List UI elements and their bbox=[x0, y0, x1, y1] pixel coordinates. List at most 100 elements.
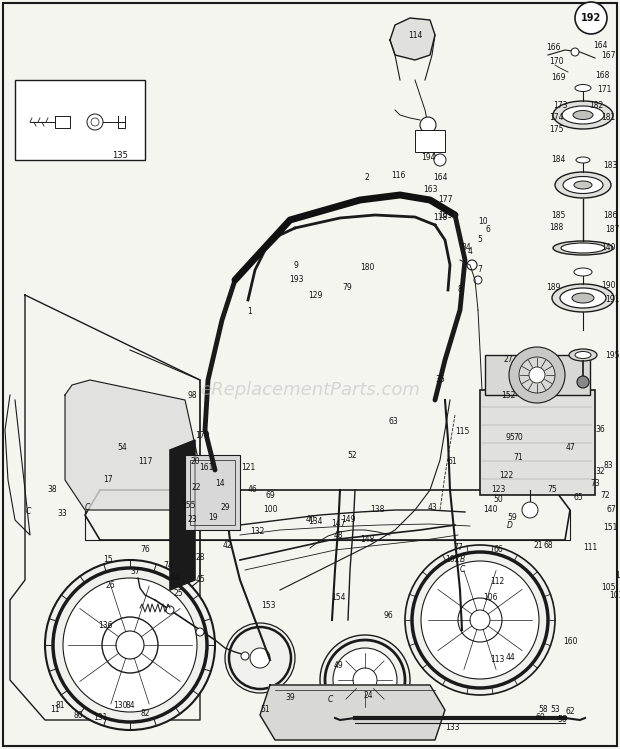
Text: 60: 60 bbox=[535, 714, 545, 723]
Text: 181: 181 bbox=[601, 114, 615, 123]
Text: 118: 118 bbox=[433, 213, 447, 222]
Text: 23: 23 bbox=[187, 515, 197, 524]
Ellipse shape bbox=[576, 157, 590, 163]
Text: 147: 147 bbox=[330, 518, 345, 527]
Circle shape bbox=[405, 545, 555, 695]
Text: 45: 45 bbox=[195, 575, 205, 584]
Text: 9: 9 bbox=[293, 261, 298, 270]
Text: 51: 51 bbox=[260, 706, 270, 715]
Circle shape bbox=[470, 610, 490, 630]
Text: 130: 130 bbox=[113, 700, 127, 709]
Circle shape bbox=[420, 117, 436, 133]
Text: 136: 136 bbox=[98, 620, 112, 629]
Text: 163: 163 bbox=[423, 186, 437, 195]
Text: 38: 38 bbox=[47, 485, 57, 494]
Circle shape bbox=[166, 606, 174, 614]
Text: 54: 54 bbox=[117, 443, 127, 452]
Ellipse shape bbox=[573, 111, 593, 120]
Text: 56: 56 bbox=[557, 715, 567, 724]
Text: 72: 72 bbox=[600, 491, 610, 500]
Bar bbox=[15, 80, 145, 160]
Text: 174: 174 bbox=[549, 114, 563, 123]
Text: 19: 19 bbox=[208, 514, 218, 523]
Polygon shape bbox=[85, 490, 570, 540]
Circle shape bbox=[63, 578, 197, 712]
Ellipse shape bbox=[552, 284, 614, 312]
Bar bbox=[185, 455, 240, 530]
Text: 2: 2 bbox=[365, 174, 370, 183]
Text: 22: 22 bbox=[191, 482, 201, 491]
Text: 123: 123 bbox=[491, 485, 505, 494]
Text: 186: 186 bbox=[603, 210, 617, 219]
Text: 191: 191 bbox=[605, 296, 619, 305]
Text: 29: 29 bbox=[220, 503, 230, 512]
Text: 121: 121 bbox=[241, 464, 255, 473]
Circle shape bbox=[519, 357, 555, 393]
Text: 154: 154 bbox=[330, 593, 345, 602]
Text: 170: 170 bbox=[549, 58, 563, 67]
Text: 49: 49 bbox=[333, 661, 343, 670]
Circle shape bbox=[467, 260, 477, 270]
Text: 149: 149 bbox=[341, 515, 355, 524]
Text: 189: 189 bbox=[546, 284, 560, 293]
Bar bbox=[190, 460, 235, 525]
Text: 116: 116 bbox=[391, 171, 405, 180]
Circle shape bbox=[320, 635, 410, 725]
Text: 160: 160 bbox=[563, 637, 577, 646]
Text: 67: 67 bbox=[606, 506, 616, 515]
Text: 36: 36 bbox=[595, 425, 605, 434]
Text: 25: 25 bbox=[173, 589, 183, 598]
Text: 182: 182 bbox=[589, 100, 603, 109]
Text: 26: 26 bbox=[105, 580, 115, 589]
Text: B: B bbox=[459, 556, 464, 565]
Text: eReplacementParts.com: eReplacementParts.com bbox=[200, 381, 420, 399]
Text: 155: 155 bbox=[181, 500, 195, 509]
Text: C: C bbox=[459, 565, 464, 574]
Text: 152: 152 bbox=[501, 390, 515, 399]
Polygon shape bbox=[260, 685, 445, 740]
Text: 112: 112 bbox=[490, 577, 504, 586]
Circle shape bbox=[529, 367, 545, 383]
Text: 167: 167 bbox=[601, 50, 615, 59]
Text: 65: 65 bbox=[573, 493, 583, 502]
Text: 164: 164 bbox=[593, 40, 607, 49]
Text: 43: 43 bbox=[427, 503, 437, 512]
Circle shape bbox=[225, 623, 295, 693]
Text: 194: 194 bbox=[421, 154, 435, 163]
Text: 52: 52 bbox=[347, 450, 357, 459]
Text: 80: 80 bbox=[73, 712, 83, 721]
Circle shape bbox=[434, 154, 446, 166]
Circle shape bbox=[196, 628, 204, 636]
Circle shape bbox=[333, 648, 397, 712]
Text: 114: 114 bbox=[408, 31, 422, 40]
Text: 4: 4 bbox=[467, 247, 472, 256]
Text: 166: 166 bbox=[546, 43, 560, 52]
Text: 102: 102 bbox=[445, 556, 459, 565]
Text: 185: 185 bbox=[551, 210, 565, 219]
Text: 69: 69 bbox=[265, 491, 275, 500]
Text: 1: 1 bbox=[247, 308, 252, 317]
Text: 5: 5 bbox=[477, 235, 482, 244]
Text: 183: 183 bbox=[603, 160, 617, 169]
Bar bbox=[545, 38, 615, 403]
Text: D: D bbox=[507, 521, 513, 530]
Text: 33: 33 bbox=[57, 509, 67, 518]
Text: 192: 192 bbox=[581, 13, 601, 23]
Ellipse shape bbox=[553, 241, 613, 255]
Text: 27: 27 bbox=[503, 356, 513, 365]
Text: 161: 161 bbox=[199, 464, 213, 473]
Text: 105: 105 bbox=[601, 583, 615, 592]
Text: 10: 10 bbox=[478, 217, 488, 226]
Text: 96: 96 bbox=[383, 610, 393, 619]
Text: 134: 134 bbox=[308, 518, 322, 527]
Text: 168: 168 bbox=[595, 70, 609, 79]
Text: 7: 7 bbox=[477, 265, 482, 274]
Ellipse shape bbox=[572, 293, 594, 303]
Text: 17: 17 bbox=[103, 476, 113, 485]
Text: 59: 59 bbox=[507, 514, 517, 523]
Text: 104: 104 bbox=[615, 571, 620, 580]
Ellipse shape bbox=[575, 85, 591, 91]
Circle shape bbox=[575, 2, 607, 34]
Text: 171: 171 bbox=[597, 85, 611, 94]
Text: 63: 63 bbox=[388, 417, 398, 426]
